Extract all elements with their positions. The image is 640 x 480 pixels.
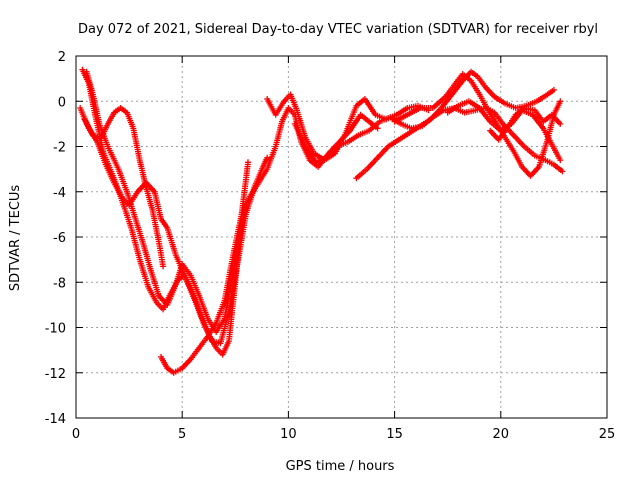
series-markers (487, 105, 564, 143)
y-tick-label: -4 (53, 186, 66, 201)
series-arc-6 (264, 91, 432, 164)
series-arc-2 (83, 68, 249, 335)
series-markers (83, 68, 249, 335)
x-tick-label: 20 (493, 427, 510, 442)
y-tick-label: -6 (53, 231, 66, 246)
series-arc-7 (291, 105, 566, 175)
y-tick-label: -14 (45, 412, 66, 427)
series-markers (81, 105, 167, 270)
x-tick-label: 25 (599, 427, 616, 442)
series-arc-5 (158, 105, 381, 376)
series-markers (77, 105, 271, 347)
y-tick-label: -8 (53, 276, 66, 291)
series-markers (391, 71, 564, 179)
x-axis-label: GPS time / hours (286, 459, 395, 474)
data-marks (77, 66, 566, 376)
series-markers (353, 68, 557, 182)
y-tick-label: 0 (58, 95, 66, 110)
x-tick-label: 0 (72, 427, 80, 442)
y-tick-label: -10 (45, 322, 66, 337)
series-markers (291, 105, 566, 175)
y-tick-label: -12 (45, 367, 66, 382)
series-arc-4 (81, 105, 167, 270)
series-markers (264, 91, 432, 164)
x-tick-label: 5 (178, 427, 186, 442)
y-tick-label: -2 (53, 141, 66, 156)
series-arc-3 (77, 105, 271, 347)
y-tick-label: 2 (58, 50, 66, 65)
plot-border (75, 55, 608, 419)
series-markers (158, 105, 381, 376)
series-arc-8 (353, 68, 557, 182)
y-axis-label: SDTVAR / TECUs (8, 185, 23, 292)
x-tick-label: 15 (386, 427, 403, 442)
x-tick-label: 10 (280, 427, 297, 442)
series-arc-9 (391, 71, 564, 179)
series-arc-11 (487, 105, 564, 143)
chart-title: Day 072 of 2021, Sidereal Day-to-day VTE… (78, 22, 598, 37)
